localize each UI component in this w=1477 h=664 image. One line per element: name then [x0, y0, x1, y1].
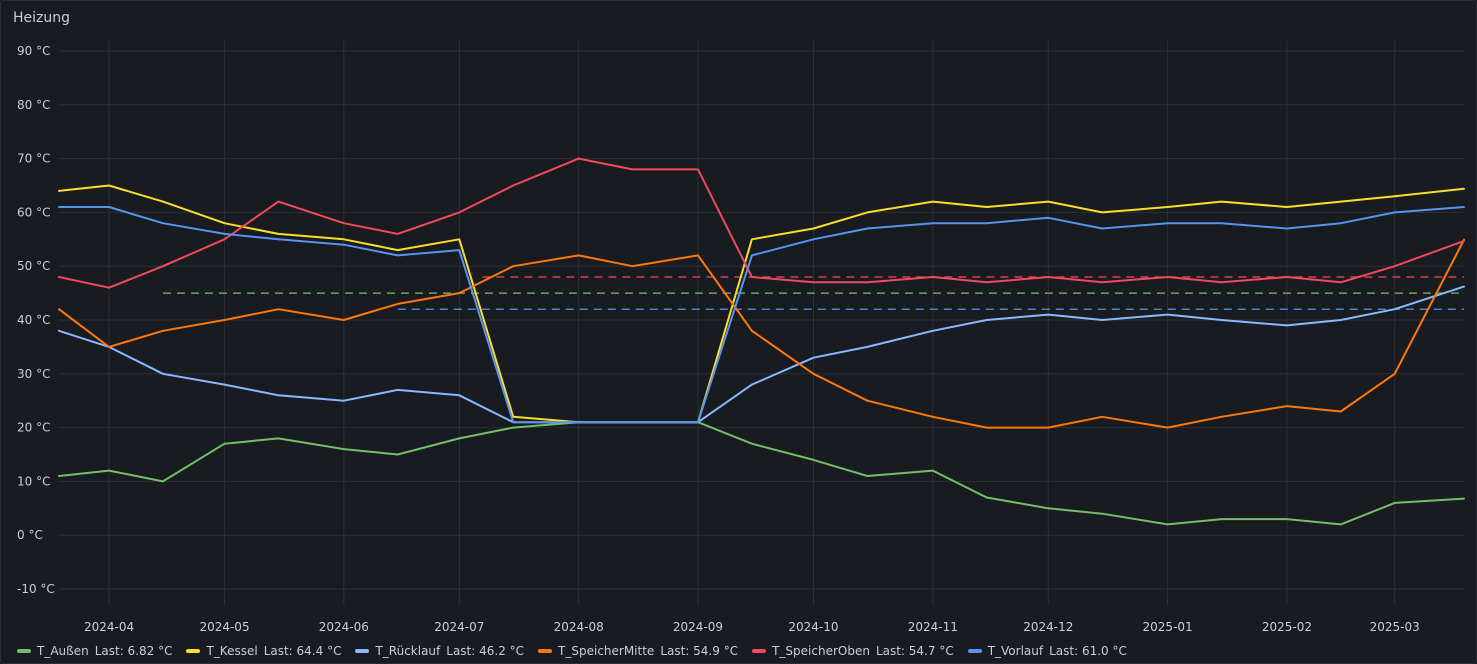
x-axis: 2024-04 2024-05 2024-06 2024-07 2024-08 2024-… [84, 620, 1420, 634]
legend-item-t-aussen[interactable]: T_Außen Last: 6.82 °C [17, 644, 172, 658]
legend-swatch [355, 649, 370, 653]
legend-item-t-ruecklauf[interactable]: T_Rücklauf Last: 46.2 °C [355, 644, 524, 658]
y-tick-label: 90 °C [17, 44, 50, 58]
legend: T_Außen Last: 6.82 °C T_Kessel Last: 64.… [17, 643, 1127, 659]
legend-last-value: Last: 54.9 °C [660, 644, 739, 658]
series-line-2[interactable] [58, 285, 1465, 424]
y-tick-label: 30 °C [17, 367, 50, 381]
series-lines[interactable] [58, 157, 1465, 526]
legend-last-value: Last: 6.82 °C [94, 644, 173, 658]
y-tick-label: -10 °C [17, 582, 55, 596]
y-tick-label: 20 °C [17, 421, 50, 435]
legend-swatch [967, 649, 982, 653]
x-tick-label: 2024-04 [84, 620, 134, 634]
series-line-4[interactable] [58, 157, 1465, 289]
legend-swatch [17, 649, 31, 653]
y-tick-label: 10 °C [17, 474, 50, 488]
legend-label: T_SpeicherOben [772, 644, 870, 658]
y-tick-label: 40 °C [17, 313, 50, 327]
x-tick-label: 2024-05 [199, 620, 249, 634]
y-tick-label: 70 °C [17, 152, 50, 166]
y-tick-label: 80 °C [17, 98, 50, 112]
series-line-3[interactable] [58, 238, 1465, 429]
series-line-5[interactable] [58, 206, 1465, 424]
x-tick-label: 2024-11 [908, 620, 958, 634]
x-tick-label: 2024-10 [788, 620, 838, 634]
legend-last-value: Last: 61.0 °C [1049, 644, 1127, 658]
x-tick-label: 2024-12 [1023, 620, 1073, 634]
y-axis: 90 °C 80 °C 70 °C 60 °C 50 °C 40 °C 30 °C 20 °C… [17, 44, 55, 596]
legend-label: T_SpeicherMitte [558, 644, 655, 658]
x-tick-label: 2024-07 [434, 620, 484, 634]
legend-swatch [752, 649, 767, 653]
legend-last-value: Last: 54.7 °C [875, 644, 954, 658]
x-tick-label: 2025-02 [1262, 620, 1312, 634]
legend-label: T_Kessel [206, 644, 258, 658]
x-tick-label: 2024-08 [554, 620, 604, 634]
legend-item-t-kessel[interactable]: T_Kessel Last: 64.4 °C [186, 644, 341, 658]
y-tick-label: 60 °C [17, 205, 50, 219]
series-line-0[interactable] [58, 421, 1465, 526]
legend-label: T_Rücklauf [375, 644, 441, 658]
grid [59, 41, 1464, 605]
y-tick-label: 0 °C [17, 528, 43, 542]
x-tick-label: 2025-03 [1370, 620, 1420, 634]
x-tick-label: 2025-01 [1143, 620, 1193, 634]
legend-label: T_Vorlauf [987, 644, 1044, 658]
x-tick-label: 2024-06 [319, 620, 369, 634]
legend-last-value: Last: 46.2 °C [446, 644, 525, 658]
threshold-lines [162, 276, 1464, 310]
legend-label: T_Außen [37, 644, 89, 658]
legend-swatch [186, 649, 201, 653]
legend-item-t-vorlauf[interactable]: T_Vorlauf Last: 61.0 °C [967, 644, 1127, 658]
legend-swatch [538, 649, 553, 653]
legend-item-t-speichermitte[interactable]: T_SpeicherMitte Last: 54.9 °C [538, 644, 738, 658]
legend-last-value: Last: 64.4 °C [263, 644, 342, 658]
y-tick-label: 50 °C [17, 259, 50, 273]
x-tick-label: 2024-09 [673, 620, 723, 634]
panel-title[interactable]: Heizung [13, 10, 71, 26]
legend-item-t-speicheroben[interactable]: T_SpeicherOben Last: 54.7 °C [752, 644, 954, 658]
series-line-1[interactable] [58, 184, 1465, 424]
